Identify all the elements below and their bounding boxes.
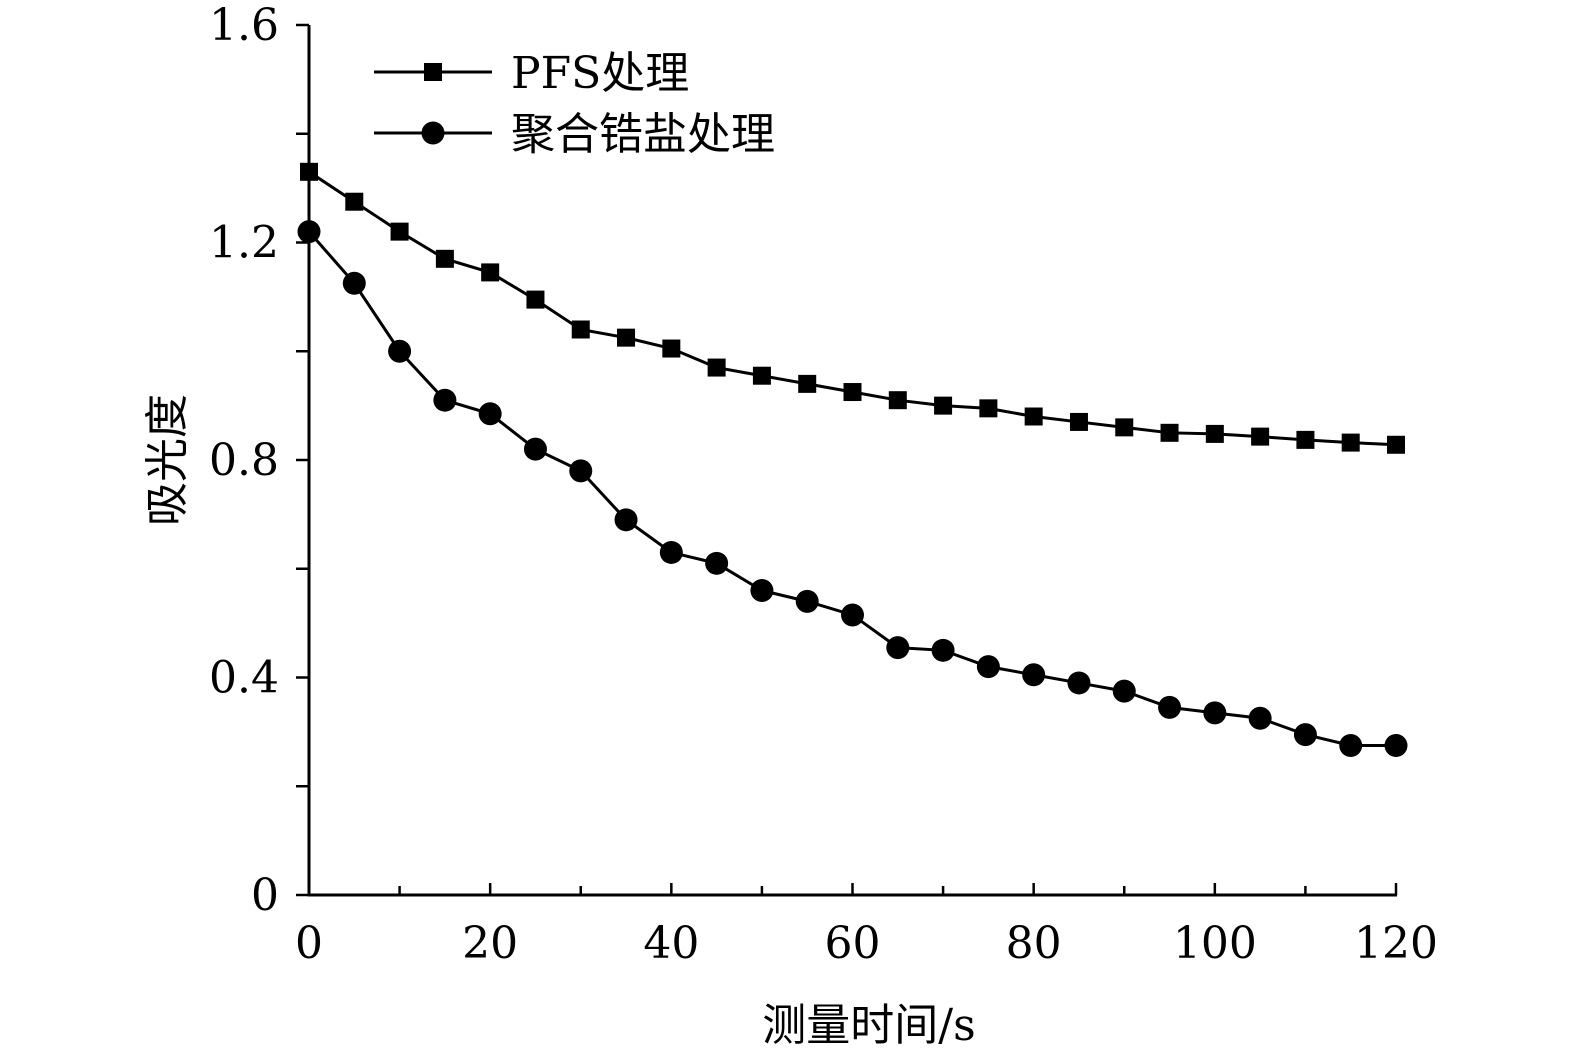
- x-tick-label: 40: [643, 918, 699, 969]
- data-point-square: [1205, 424, 1224, 443]
- legend-label: 聚合锆盐处理: [511, 109, 775, 160]
- data-point-circle: [886, 636, 910, 660]
- data-point-square: [979, 399, 998, 418]
- series-layer: [297, 162, 1408, 757]
- legend-marker: [421, 121, 445, 145]
- series-pfs: [300, 162, 1405, 454]
- data-point-square: [300, 162, 318, 181]
- data-point-square: [934, 396, 953, 415]
- x-tick-label: 20: [462, 918, 518, 969]
- x-tick-label: 0: [295, 918, 323, 969]
- y-tick-label: 0.4: [209, 653, 279, 704]
- data-point-square: [1069, 412, 1088, 431]
- data-point-circle: [1384, 733, 1408, 757]
- legend-marker: [424, 63, 442, 81]
- data-point-circle: [388, 339, 412, 363]
- data-point-square: [798, 374, 817, 393]
- legend-item: 聚合锆盐处理: [374, 109, 775, 160]
- tick-marks: [296, 23, 1398, 897]
- data-point-square: [481, 263, 500, 282]
- data-point-circle: [523, 437, 547, 461]
- data-point-square: [1024, 407, 1043, 426]
- data-point-circle: [931, 638, 955, 662]
- data-point-square: [1387, 435, 1405, 454]
- data-point-square: [617, 328, 636, 347]
- data-point-circle: [1293, 723, 1317, 747]
- data-point-square: [390, 222, 409, 241]
- data-point-square: [707, 358, 726, 377]
- data-point-square: [571, 320, 590, 339]
- data-point-circle: [478, 402, 502, 426]
- data-point-circle: [841, 603, 864, 627]
- y-tick-label: 1.2: [209, 218, 279, 269]
- data-point-square: [752, 366, 771, 385]
- y-tick-label: 1.6: [209, 0, 279, 51]
- data-point-circle: [297, 220, 321, 244]
- data-point-circle: [1158, 695, 1182, 719]
- data-point-square: [1160, 423, 1179, 442]
- y-tick-label: 0.8: [209, 435, 279, 486]
- data-point-circle: [705, 551, 729, 575]
- data-point-square: [888, 391, 907, 410]
- data-point-circle: [1248, 706, 1272, 730]
- data-point-square: [1296, 430, 1315, 449]
- x-tick-label: 80: [1006, 918, 1062, 969]
- data-point-square: [843, 383, 862, 402]
- data-point-square: [526, 290, 545, 309]
- data-point-circle: [976, 655, 1000, 679]
- series-line: [307, 230, 1396, 747]
- tick-labels: 0 20 40 60 80 100 120 0 0.4 0.8 1.2 1.6: [209, 0, 1438, 969]
- data-point-circle: [1067, 671, 1091, 695]
- data-point-square: [345, 192, 364, 211]
- data-point-circle: [1339, 733, 1363, 757]
- data-point-circle: [1203, 701, 1227, 725]
- x-axis-label: 测量时间/s: [762, 1000, 975, 1051]
- data-point-square: [435, 249, 454, 268]
- data-point-circle: [750, 579, 774, 602]
- legend-item: PFS处理: [374, 48, 689, 99]
- legend-label: PFS处理: [511, 48, 689, 99]
- x-tick-label: 120: [1354, 918, 1438, 969]
- y-axis-label: 吸光度: [142, 394, 193, 526]
- series-line: [308, 170, 1397, 447]
- data-point-circle: [342, 271, 366, 295]
- x-tick-label: 60: [825, 918, 881, 969]
- data-point-circle: [659, 540, 683, 564]
- y-tick-label: 0: [251, 870, 279, 921]
- data-point-circle: [1112, 679, 1136, 703]
- data-point-square: [662, 339, 681, 358]
- data-point-circle: [569, 459, 593, 483]
- data-point-square: [1341, 433, 1360, 452]
- series-zirconium: [297, 220, 1408, 757]
- data-point-square: [1251, 427, 1270, 446]
- data-point-circle: [1022, 663, 1046, 687]
- data-point-circle: [614, 508, 638, 532]
- data-point-circle: [795, 589, 819, 613]
- x-tick-label: 100: [1173, 918, 1257, 969]
- axes: [307, 25, 1397, 897]
- data-point-square: [1115, 418, 1134, 437]
- data-point-circle: [433, 388, 457, 412]
